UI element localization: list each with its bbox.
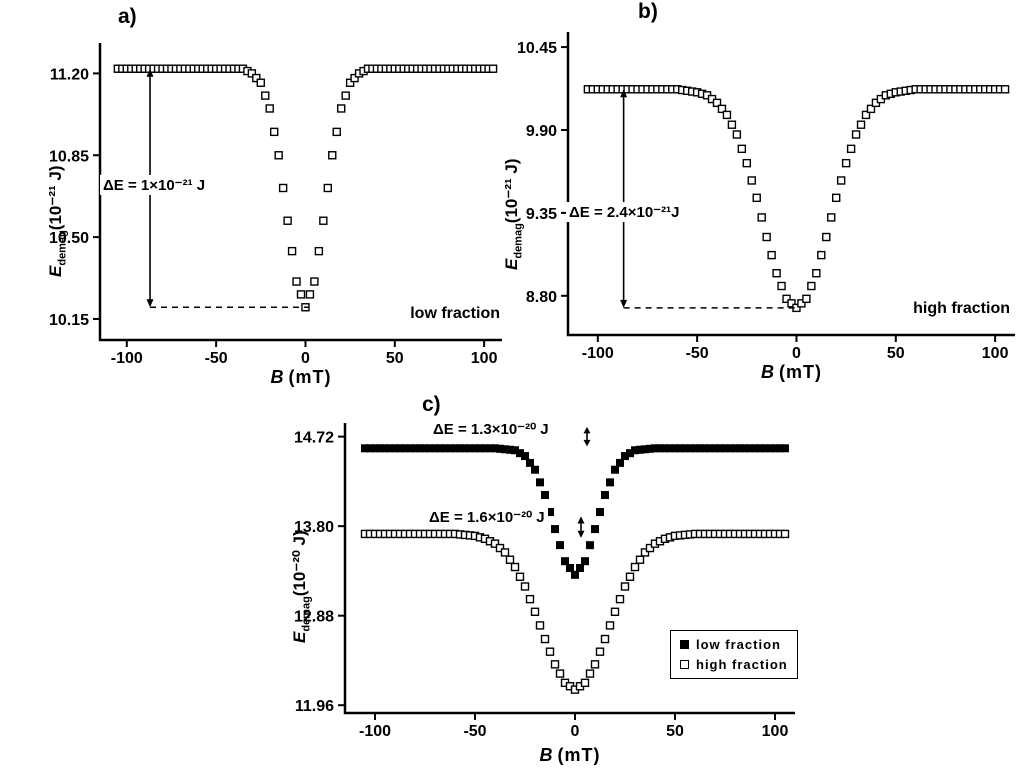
series-low-fraction xyxy=(361,444,789,579)
panel-c-x-axis-title: B (mT) xyxy=(345,745,795,766)
arrowhead-down-icon xyxy=(583,439,591,447)
x-axis-unit: (mT) xyxy=(288,367,332,387)
legend-label-low-fraction: low fraction xyxy=(696,637,781,652)
axis-ticks-and-labels: -100 -50 0 50 100 11.96 12.88 13.80 14.72 xyxy=(294,430,788,740)
arrowhead-up-icon xyxy=(146,68,154,77)
x-tick-label: 0 xyxy=(571,723,580,740)
y-tick-label: 10.50 xyxy=(49,230,89,247)
y-axis-subscript: demag xyxy=(300,596,313,632)
x-axis-symbol: B xyxy=(539,745,553,765)
axis-lines xyxy=(566,32,1015,337)
y-axis-symbol: E xyxy=(290,631,309,643)
panel-c-delta-e-low-annotation: ΔE = 1.3×10⁻²⁰ J xyxy=(430,419,552,439)
x-tick-label: 50 xyxy=(386,350,404,367)
y-tick-label: 11.20 xyxy=(50,66,89,83)
panel-b-y-axis-title: Edemag(10⁻²¹ J) xyxy=(502,158,524,270)
x-tick-label: 100 xyxy=(762,723,789,740)
y-tick-label: 9.90 xyxy=(526,123,557,140)
panel-a-corner-label: low fraction xyxy=(410,305,500,322)
panel-a-x-axis-title: B (mT) xyxy=(100,367,502,388)
x-tick-label: 50 xyxy=(887,345,905,362)
y-tick-label: 14.72 xyxy=(294,430,334,447)
y-axis-subscript: demag xyxy=(56,230,69,266)
x-tick-label: 0 xyxy=(792,345,801,362)
x-tick-label: 100 xyxy=(982,345,1009,362)
axis-ticks-and-labels: -100 -50 0 50 100 8.80 9.35 9.90 10.45 xyxy=(517,40,1009,362)
x-tick-label: -100 xyxy=(582,345,614,362)
legend-item-low-fraction: low fraction xyxy=(680,637,788,652)
x-tick-label: -50 xyxy=(463,723,486,740)
y-tick-label: 11.96 xyxy=(295,698,334,715)
series-low-fraction xyxy=(113,64,498,312)
legend-label-high-fraction: high fraction xyxy=(696,657,788,672)
arrowhead-down-icon xyxy=(146,299,154,308)
y-tick-label: 10.85 xyxy=(49,148,89,165)
y-tick-label: 8.80 xyxy=(526,289,557,306)
chart-a-canvas: -100 -50 0 50 100 10.15 10.50 10.85 11.20 xyxy=(49,43,502,367)
x-axis-symbol: B xyxy=(760,362,774,382)
axis-lines xyxy=(343,423,795,715)
x-tick-label: -100 xyxy=(359,723,391,740)
x-tick-label: -50 xyxy=(205,350,228,367)
arrowhead-up-icon xyxy=(620,89,628,98)
panel-b-x-axis-title: B (mT) xyxy=(568,362,1015,383)
x-axis-unit: (mT) xyxy=(779,362,822,382)
panel-a-label: a) xyxy=(118,5,137,28)
y-axis-symbol: E xyxy=(46,265,65,277)
panel-b-label: b) xyxy=(638,0,658,23)
panel-b: -100 -50 0 50 100 8.80 9.35 9.90 10.45 b) Edemag… xyxy=(496,0,1024,390)
arrowhead-down-icon xyxy=(620,299,628,308)
y-axis-subscript: demag xyxy=(512,223,525,259)
open-square-marker-icon xyxy=(680,660,689,669)
y-axis-symbol: E xyxy=(502,258,521,270)
y-tick-label: 10.15 xyxy=(49,312,89,329)
y-axis-unit: (10⁻²⁰ J) xyxy=(290,530,309,597)
x-tick-label: 100 xyxy=(471,350,498,367)
chart-b-canvas: -100 -50 0 50 100 8.80 9.35 9.90 10.45 xyxy=(517,32,1015,362)
panel-b-corner-label: high fraction xyxy=(913,300,1010,317)
panel-b-delta-e-annotation: ΔE = 2.4×10⁻²¹J xyxy=(566,202,683,222)
panel-c-delta-e-high-annotation: ΔE = 1.6×10⁻²⁰ J xyxy=(426,507,548,527)
filled-square-marker-icon xyxy=(680,640,689,649)
legend-item-high-fraction: high fraction xyxy=(680,657,788,672)
y-tick-label: 13.80 xyxy=(294,519,334,536)
x-tick-label: 50 xyxy=(666,723,684,740)
arrowhead-up-icon xyxy=(583,426,591,434)
axis-lines xyxy=(98,43,502,342)
panel-c-y-axis-title: Edemag(10⁻²⁰ J) xyxy=(290,530,312,643)
y-tick-label: 12.88 xyxy=(294,609,334,626)
arrowhead-up-icon xyxy=(577,516,585,524)
axis-ticks-and-labels: -100 -50 0 50 100 10.15 10.50 10.85 11.20 xyxy=(49,66,498,367)
legend: low fraction high fraction xyxy=(670,630,798,679)
panel-a: -100 -50 0 50 100 10.15 10.50 10.85 11.20 a) Ede… xyxy=(30,5,520,395)
x-tick-label: -100 xyxy=(111,350,143,367)
x-axis-unit: (mT) xyxy=(557,745,601,765)
x-axis-symbol: B xyxy=(270,367,284,387)
y-axis-unit: (10⁻²¹ J) xyxy=(46,165,65,231)
x-tick-label: -50 xyxy=(686,345,709,362)
panel-c: -100 -50 0 50 100 11.96 12.88 13.80 14.72 c) Ede… xyxy=(280,393,810,784)
panel-a-delta-e-annotation: ΔE = 1×10⁻²¹ J xyxy=(100,175,209,195)
panel-c-label: c) xyxy=(422,393,441,416)
series-high-fraction xyxy=(360,529,790,694)
series-high-fraction xyxy=(583,85,1010,313)
y-tick-label: 10.45 xyxy=(517,40,557,57)
panel-a-y-axis-title: Edemag(10⁻²¹ J) xyxy=(46,165,68,277)
y-axis-unit: (10⁻²¹ J) xyxy=(502,158,521,224)
x-tick-label: 0 xyxy=(301,350,310,367)
chart-c-canvas: -100 -50 0 50 100 11.96 12.88 13.80 14.72 xyxy=(294,423,795,740)
y-tick-label: 9.35 xyxy=(526,206,557,223)
arrowhead-down-icon xyxy=(577,530,585,538)
